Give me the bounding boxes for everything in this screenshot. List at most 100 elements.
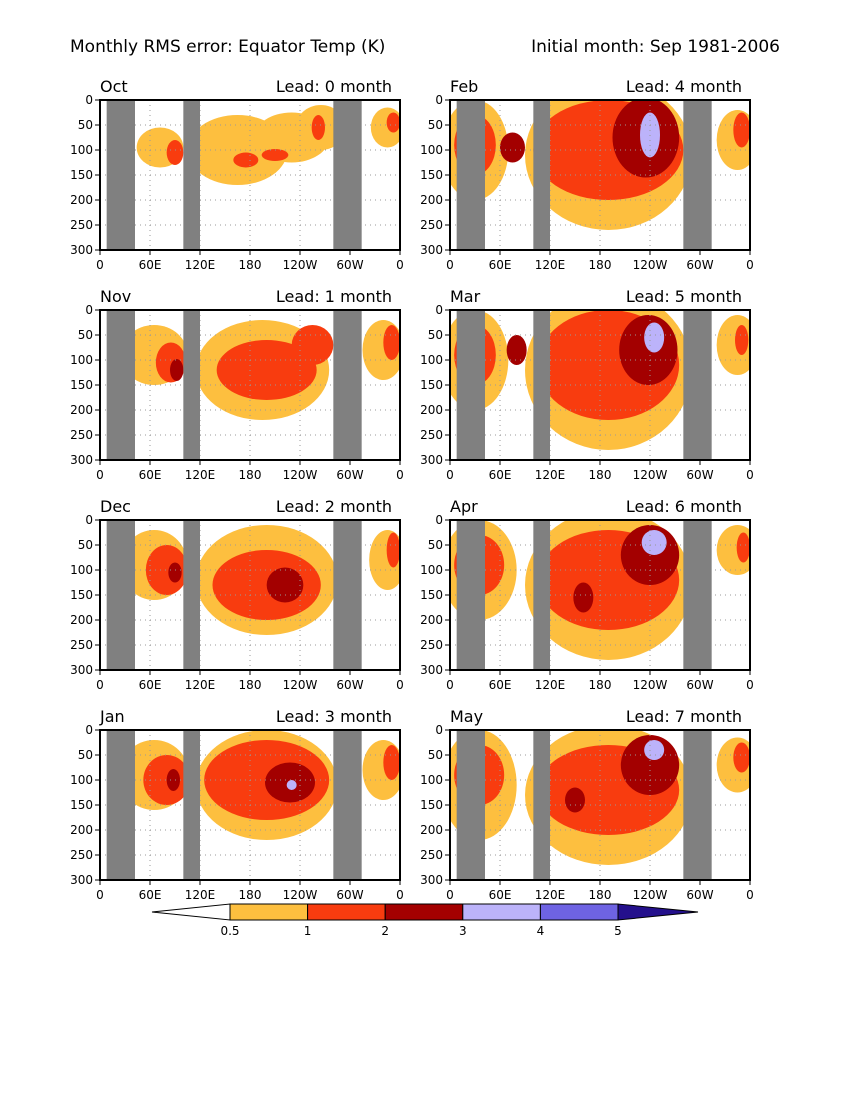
y-tick-label: 300 (420, 663, 443, 677)
y-tick-label: 200 (420, 823, 443, 837)
x-tick-label: 0 (446, 468, 454, 482)
panel-lead-label: Lead: 6 month (626, 497, 742, 516)
panel-mar: Mar Lead: 5 month 0 60E 120E 180 120W 60W 0 0 50 10… (420, 287, 754, 482)
colorbar-segment (539, 903, 619, 921)
rms-contour-level-3 (644, 322, 665, 353)
x-tick-label: 180 (589, 678, 612, 692)
land-mask (456, 310, 485, 460)
y-tick-label: 300 (70, 243, 93, 257)
y-tick-label: 50 (428, 328, 443, 342)
y-tick-label: 250 (70, 218, 93, 232)
y-tick-label: 0 (435, 303, 443, 317)
panel-month-label: Apr (450, 497, 478, 516)
rms-contour-level-1 (733, 742, 750, 773)
rms-contour-level-2 (170, 359, 184, 381)
panel-lead-label: Lead: 0 month (276, 77, 392, 96)
panel-may: May Lead: 7 month 0 60E 120E 180 120W 60W 0 0 50 10… (420, 707, 754, 902)
y-tick-label: 200 (70, 823, 93, 837)
x-tick-label: 180 (589, 468, 612, 482)
x-tick-label: 120W (283, 468, 318, 482)
y-tick-label: 100 (70, 773, 93, 787)
land-mask (683, 520, 712, 670)
rms-contour-level-1 (212, 550, 321, 620)
y-tick-label: 150 (420, 168, 443, 182)
y-tick-label: 150 (70, 798, 93, 812)
y-tick-label: 0 (435, 723, 443, 737)
y-tick-label: 50 (428, 538, 443, 552)
y-tick-label: 250 (70, 848, 93, 862)
y-tick-label: 250 (70, 428, 93, 442)
rms-contour-level-1 (291, 325, 334, 365)
x-tick-label: 0 (446, 258, 454, 272)
panel-lead-label: Lead: 3 month (276, 707, 392, 726)
land-mask (533, 730, 550, 880)
x-tick-label: 120E (535, 678, 566, 692)
x-tick-label: 0 (96, 468, 104, 482)
rms-contour-level-1 (383, 745, 400, 780)
panel-month-label: May (450, 707, 483, 726)
y-tick-label: 300 (420, 243, 443, 257)
x-tick-label: 120E (185, 888, 216, 902)
x-tick-label: 60W (336, 888, 363, 902)
y-tick-label: 150 (420, 798, 443, 812)
rms-contour-level-1 (166, 140, 184, 165)
x-tick-label: 60E (139, 258, 162, 272)
y-tick-label: 0 (85, 723, 93, 737)
panel-lead-label: Lead: 1 month (276, 287, 392, 306)
rms-contour-level-1 (145, 545, 188, 595)
y-tick-label: 50 (78, 328, 93, 342)
x-tick-label: 0 (746, 468, 754, 482)
rms-contour-level-3 (286, 780, 297, 790)
y-tick-label: 0 (85, 303, 93, 317)
y-tick-label: 150 (70, 378, 93, 392)
land-mask (183, 310, 200, 460)
x-tick-label: 120E (535, 888, 566, 902)
y-tick-label: 250 (420, 218, 443, 232)
rms-contour-level-1 (261, 149, 289, 161)
y-tick-label: 150 (420, 588, 443, 602)
y-tick-label: 0 (85, 513, 93, 527)
land-mask (333, 100, 362, 250)
panel-lead-label: Lead: 4 month (626, 77, 742, 96)
rms-contour-level-2 (573, 582, 594, 613)
x-tick-label: 60E (489, 888, 512, 902)
rms-contour-level-1 (733, 112, 750, 148)
colorbar-segment (462, 903, 541, 921)
panel-body (450, 310, 750, 460)
panel-apr: Apr Lead: 6 month 0 60E 120E 180 120W 60W 0 0 50 10… (420, 497, 754, 692)
x-tick-label: 120W (283, 258, 318, 272)
land-mask (333, 310, 362, 460)
panel-lead-label: Lead: 5 month (626, 287, 742, 306)
x-tick-label: 0 (96, 888, 104, 902)
land-mask (333, 730, 362, 880)
rms-contour-level-2 (168, 562, 182, 583)
x-tick-label: 0 (746, 258, 754, 272)
panel-body (100, 520, 400, 670)
x-tick-label: 180 (589, 888, 612, 902)
land-mask (533, 310, 550, 460)
y-tick-label: 150 (70, 588, 93, 602)
panel-dec: Dec Lead: 2 month 0 60E 120E 180 120W 60W 0 0 50 10… (70, 497, 404, 692)
y-tick-label: 100 (70, 353, 93, 367)
rms-contour-level-3 (641, 530, 667, 555)
rms-contour-level-1 (386, 532, 400, 568)
x-tick-label: 120E (535, 468, 566, 482)
x-tick-label: 60W (686, 258, 713, 272)
x-tick-label: 0 (96, 678, 104, 692)
land-mask (106, 730, 135, 880)
x-tick-label: 180 (239, 258, 262, 272)
y-tick-label: 200 (420, 613, 443, 627)
y-tick-label: 100 (70, 143, 93, 157)
panel-feb: Feb Lead: 4 month 0 60E 120E 180 120W 60W 0 0 50 10… (420, 77, 754, 272)
land-mask (106, 310, 135, 460)
x-tick-label: 0 (446, 678, 454, 692)
x-tick-label: 60E (139, 678, 162, 692)
y-tick-label: 200 (70, 613, 93, 627)
x-tick-label: 60W (686, 468, 713, 482)
x-tick-label: 0 (396, 678, 404, 692)
x-tick-label: 60W (336, 468, 363, 482)
y-tick-label: 300 (70, 663, 93, 677)
rms-contour-level-1 (233, 152, 259, 168)
panel-body (450, 100, 750, 250)
colorbar-tick-label: 5 (614, 924, 622, 938)
